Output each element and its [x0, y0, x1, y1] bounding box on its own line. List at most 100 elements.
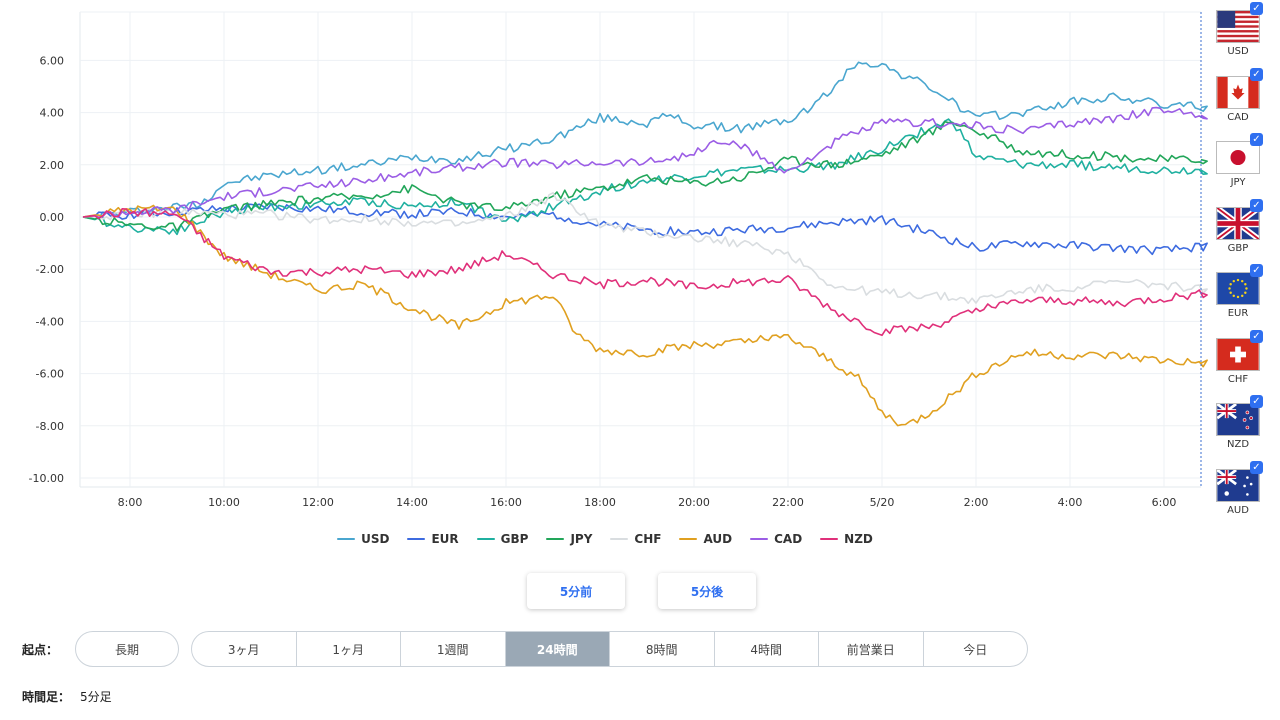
currency-code-label: AUD — [1227, 504, 1249, 516]
checkbox-checked-icon: ✓ — [1250, 2, 1263, 15]
next-5min-button[interactable]: 5分後 — [658, 573, 756, 609]
currency-toggle-gbp[interactable]: ✓ GBP — [1216, 197, 1263, 257]
nz-flag-icon — [1216, 403, 1260, 436]
x-tick-label: 4:00 — [1058, 496, 1083, 509]
chart-grid — [79, 11, 1201, 488]
currency-code-label: GBP — [1227, 242, 1249, 254]
x-axis-labels: 8:00 10:00 12:00 14:00 16:00 18:00 20:00 22:00 5… — [118, 496, 1177, 509]
y-tick-label: -2.00 — [36, 263, 64, 276]
legend-swatch — [337, 538, 356, 540]
legend-label: CAD — [774, 532, 803, 546]
series-line-chf — [82, 192, 1208, 305]
currency-code-label: EUR — [1227, 308, 1249, 319]
currency-code-label: CAD — [1227, 111, 1249, 123]
currency-toggle-jpy[interactable]: ✓ JPY — [1216, 131, 1263, 191]
y-tick-label: 4.00 — [40, 107, 65, 120]
currency-code-label: USD — [1227, 46, 1249, 57]
start-option-button[interactable]: 8時間 — [610, 632, 715, 666]
ca-flag-icon — [1216, 75, 1260, 109]
start-option-button[interactable]: 4時間 — [715, 632, 819, 666]
chart-legend: USD EUR GBP JPY CHF AUD CAD NZD — [0, 532, 1210, 546]
checkbox-checked-icon: ✓ — [1250, 329, 1263, 343]
currency-toggle-nzd[interactable]: ✓ NZD — [1216, 393, 1263, 453]
x-tick-label: 10:00 — [208, 496, 240, 509]
chart-lines — [82, 61, 1208, 427]
legend-label: GBP — [500, 532, 529, 546]
y-tick-label: 2.00 — [40, 159, 65, 172]
au-flag-icon — [1216, 468, 1260, 502]
y-axis-labels: 6.00 4.00 2.00 0.00 -2.00 -4.00 -6.00 -8.00 -10.… — [29, 54, 64, 485]
legend-label: CHF — [634, 532, 662, 546]
start-option-button[interactable]: 今日 — [963, 642, 988, 657]
legend-label: NZD — [844, 532, 873, 546]
start-option-button[interactable]: 前営業日 — [819, 632, 924, 666]
series-line-aud — [82, 204, 1208, 427]
legend-label: JPY — [570, 532, 593, 546]
start-option-button[interactable]: 24時間 — [505, 632, 610, 666]
eu-flag-icon — [1216, 272, 1260, 305]
y-tick-label: 6.00 — [40, 54, 65, 67]
legend-item-gbp[interactable]: GBP — [476, 532, 529, 546]
currency-sidebar: ✓ USD ✓ CAD ✓ JPY ✓ GBP ✓ EUR ✓ CHF ✓ NZD ✓ AUD — [1204, 0, 1280, 525]
x-tick-label: 12:00 — [302, 496, 334, 509]
currency-toggle-cad[interactable]: ✓ CAD — [1216, 66, 1263, 126]
currency-code-label: NZD — [1226, 439, 1250, 450]
series-line-usd — [82, 61, 1208, 220]
currency-toggle-chf[interactable]: ✓ CHF — [1216, 328, 1263, 388]
x-tick-label: 5/20 — [870, 496, 895, 509]
currency-toggle-aud[interactable]: ✓ AUD — [1216, 459, 1263, 519]
legend-swatch — [610, 538, 629, 540]
series-line-nzd — [82, 208, 1208, 337]
x-tick-label: 2:00 — [964, 496, 989, 509]
start-period-group: 3ヶ月 1ヶ月 1週間 24時間 8時間 4時間 前営業日 今日 — [191, 631, 1028, 667]
legend-item-usd[interactable]: USD — [337, 532, 389, 546]
start-long-term-button[interactable]: 長期 — [75, 631, 179, 667]
legend-item-aud[interactable]: AUD — [679, 532, 732, 546]
legend-swatch — [407, 538, 426, 540]
checkbox-checked-icon: ✓ — [1250, 264, 1263, 277]
start-option-button[interactable]: 1週間 — [401, 632, 506, 666]
currency-code-label: CHF — [1227, 373, 1249, 385]
x-tick-label: 6:00 — [1152, 496, 1177, 509]
checkbox-checked-icon: ✓ — [1250, 460, 1263, 474]
start-option-button[interactable]: 1ヶ月 — [297, 632, 401, 666]
legend-item-cad[interactable]: CAD — [750, 532, 802, 546]
x-tick-label: 14:00 — [396, 496, 428, 509]
x-tick-label: 20:00 — [678, 496, 710, 509]
series-line-gbp — [82, 118, 1208, 236]
series-line-jpy — [82, 120, 1208, 232]
legend-label: AUD — [703, 532, 733, 546]
line-chart: 6.00 4.00 2.00 0.00 -2.00 -4.00 -6.00 -8.00 -10.… — [29, 11, 1208, 509]
us-flag-icon — [1216, 10, 1260, 43]
y-tick-label: 0.00 — [40, 211, 65, 224]
checkbox-checked-icon: ✓ — [1250, 67, 1263, 81]
currency-toggle-usd[interactable]: ✓ USD — [1216, 0, 1263, 60]
legend-swatch — [750, 538, 769, 540]
legend-item-nzd[interactable]: NZD — [820, 532, 873, 546]
jp-flag-icon — [1216, 141, 1260, 174]
timeframe-info: 時間足： 5分足 — [22, 688, 112, 705]
x-tick-label: 16:00 — [490, 496, 522, 509]
legend-item-chf[interactable]: CHF — [610, 532, 661, 546]
legend-swatch — [679, 538, 698, 540]
gb-flag-icon — [1216, 206, 1260, 240]
x-tick-label: 18:00 — [584, 496, 616, 509]
prev-5min-button[interactable]: 5分前 — [527, 573, 625, 609]
legend-item-eur[interactable]: EUR — [407, 532, 459, 546]
y-tick-label: -6.00 — [36, 368, 64, 381]
x-tick-label: 22:00 — [772, 496, 804, 509]
start-option-button[interactable]: 3ヶ月 — [192, 632, 297, 666]
y-tick-label: -8.00 — [36, 420, 64, 433]
timeframe-value: 5分足 — [80, 690, 112, 704]
series-line-cad — [82, 106, 1208, 219]
currency-code-label: JPY — [1230, 177, 1246, 188]
currency-toggle-eur[interactable]: ✓ EUR — [1216, 262, 1263, 322]
timeframe-label: 時間足： — [22, 690, 71, 704]
checkbox-checked-icon: ✓ — [1250, 395, 1263, 408]
ch-flag-icon — [1216, 337, 1260, 371]
legend-item-jpy[interactable]: JPY — [546, 532, 592, 546]
y-tick-label: -10.00 — [29, 472, 64, 485]
legend-swatch — [546, 538, 565, 540]
legend-swatch — [476, 538, 495, 540]
y-tick-label: -4.00 — [36, 315, 64, 328]
